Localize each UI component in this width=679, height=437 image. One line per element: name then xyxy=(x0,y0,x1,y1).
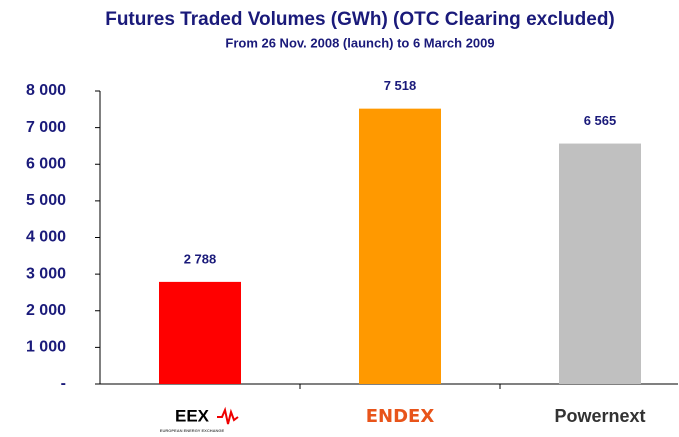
y-tick-label: 8 000 xyxy=(26,82,66,99)
category-note: EUROPEAN ENERGY EXCHANGE xyxy=(160,428,225,433)
logo-wave xyxy=(217,406,239,425)
y-tick-label: 5 000 xyxy=(26,192,66,209)
value-label: 6 565 xyxy=(584,113,617,128)
y-tick-label: 2 000 xyxy=(26,302,66,319)
y-tick-label: 1 000 xyxy=(26,339,66,356)
y-tick-label: 3 000 xyxy=(26,265,66,282)
category-logo: ENDEX xyxy=(366,406,435,427)
category-logo: EEX xyxy=(175,406,210,425)
bar xyxy=(159,281,241,384)
category-logo: Powernext xyxy=(554,406,645,426)
value-label: 7 518 xyxy=(384,78,417,93)
chart-title: Futures Traded Volumes (GWh) (OTC Cleari… xyxy=(105,9,615,30)
bar xyxy=(359,108,441,384)
bar xyxy=(559,143,641,384)
y-tick-label: - xyxy=(61,375,66,392)
value-label: 2 788 xyxy=(184,251,217,266)
chart-subtitle: From 26 Nov. 2008 (launch) to 6 March 20… xyxy=(225,35,494,50)
y-tick-label: 4 000 xyxy=(26,229,66,246)
y-tick-label: 6 000 xyxy=(26,155,66,172)
y-tick-label: 7 000 xyxy=(26,119,66,136)
